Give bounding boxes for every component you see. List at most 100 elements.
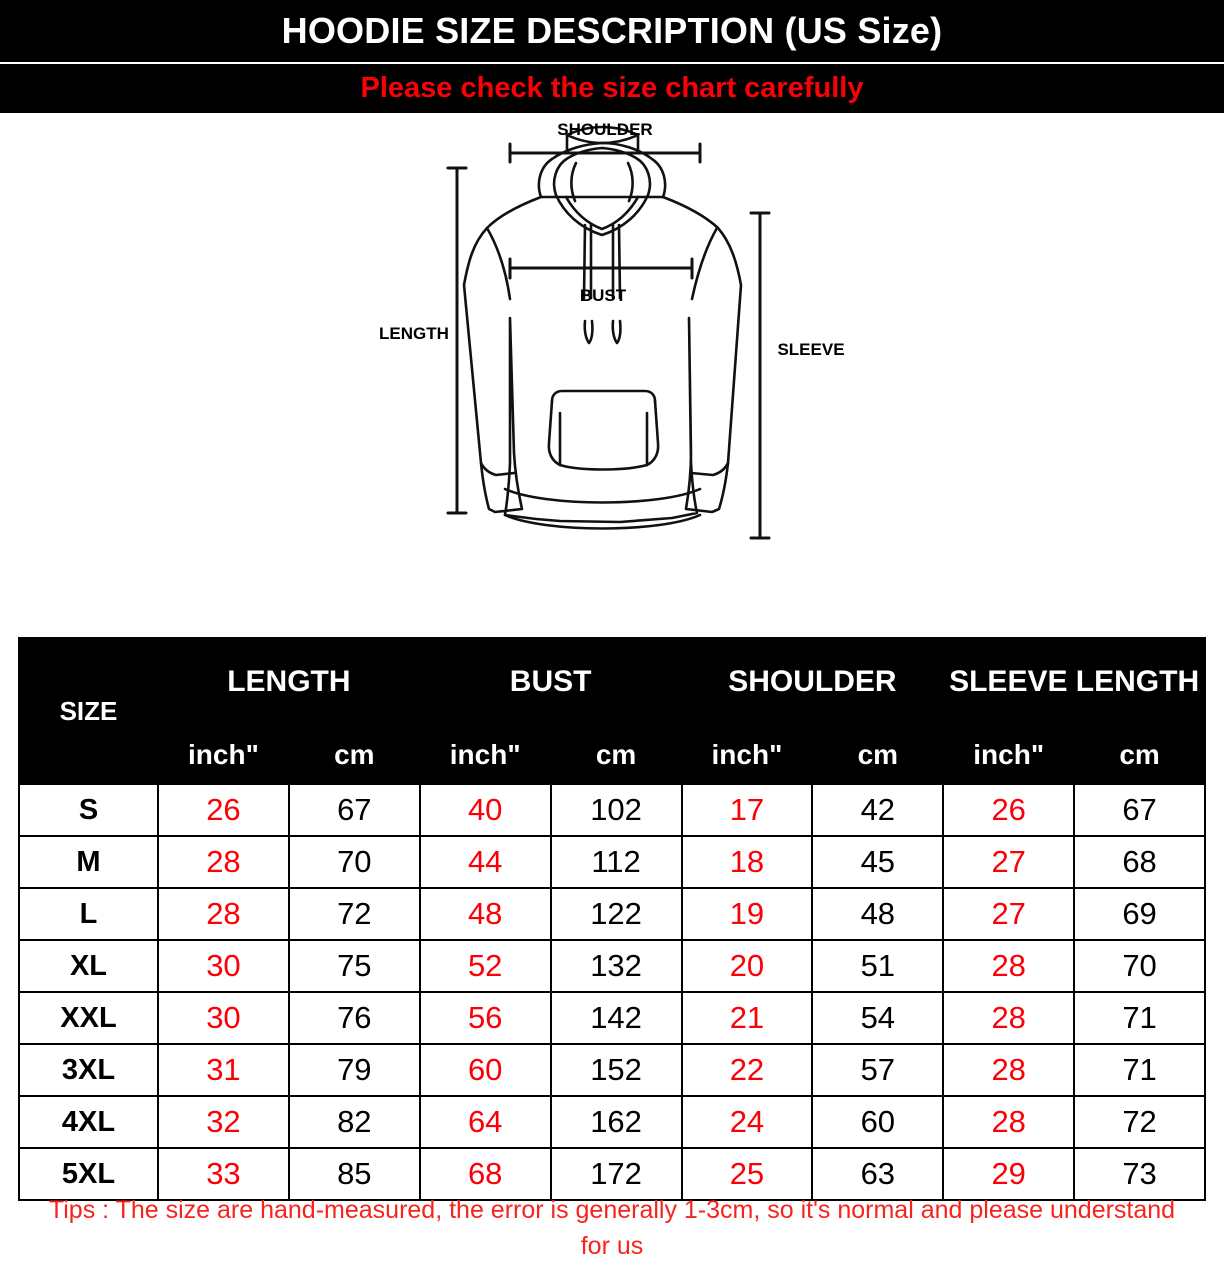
page-title: HOODIE SIZE DESCRIPTION (US Size) [281, 10, 943, 51]
cell-size: XXL [18, 991, 159, 1045]
table-row: 3XL 31 79 60 152 22 57 28 71 [18, 1043, 1206, 1097]
cell-cm-value: 63 [811, 1147, 945, 1201]
table-row: XXL 30 76 56 142 21 54 28 71 [18, 991, 1206, 1045]
cell-inch-value: 33 [157, 1147, 290, 1201]
header-row-groups: SIZE LENGTH BUST SHOULDER SLEEVE LENGTH [18, 637, 1206, 785]
table-row: 5XL 33 85 68 172 25 63 29 73 [18, 1147, 1206, 1201]
cell-size: L [18, 887, 159, 941]
cell-cm-value: 162 [549, 1095, 683, 1149]
cell-inch-value: 27 [942, 887, 1076, 941]
unit-header-sleeve-inch: inch" [942, 725, 1076, 785]
cell-cm-value: 73 [1073, 1147, 1206, 1201]
bust-measure-line [508, 257, 694, 280]
cell-inch-value: 31 [157, 1043, 290, 1097]
title-banner: HOODIE SIZE DESCRIPTION (US Size) [0, 0, 1224, 62]
cell-cm-value: 69 [1073, 887, 1206, 941]
cell-inch-value: 52 [418, 939, 552, 993]
column-header-size: SIZE [18, 637, 159, 785]
shoulder-measure-line [508, 142, 702, 164]
cell-cm-value: 71 [1073, 1043, 1206, 1097]
cell-inch-value: 24 [680, 1095, 814, 1149]
cell-cm-value: 54 [811, 991, 945, 1045]
cell-inch-value: 26 [157, 783, 290, 837]
cell-cm-value: 68 [1073, 835, 1206, 889]
sleeve-measure-line [749, 211, 771, 540]
label-shoulder: SHOULDER [557, 120, 652, 139]
cell-cm-value: 72 [287, 887, 421, 941]
cell-size: S [18, 783, 159, 837]
column-header-bust: BUST [418, 637, 683, 727]
cell-cm-value: 70 [287, 835, 421, 889]
cell-cm-value: 112 [549, 835, 683, 889]
cell-cm-value: 70 [1073, 939, 1206, 993]
header-row-units: inch" cm inch" cm inch" cm inch" cm [19, 725, 1206, 785]
unit-header-bust-cm: cm [549, 725, 683, 785]
cell-cm-value: 67 [1073, 783, 1206, 837]
cell-inch-value: 28 [942, 939, 1076, 993]
cell-cm-value: 57 [811, 1043, 945, 1097]
unit-header-shoulder-cm: cm [811, 725, 945, 785]
table-head: SIZE LENGTH BUST SHOULDER SLEEVE LENGTH … [18, 637, 1206, 785]
cell-cm-value: 60 [811, 1095, 945, 1149]
cell-inch-value: 25 [680, 1147, 814, 1201]
table-body: S 26 67 40 102 17 42 26 67 M 28 70 44 112 18 45 27 68 L 28 7… [18, 783, 1206, 1201]
cell-cm-value: 102 [549, 783, 683, 837]
cell-cm-value: 85 [287, 1147, 421, 1201]
cell-cm-value: 152 [549, 1043, 683, 1097]
kangaroo-pocket [547, 389, 660, 471]
label-sleeve: SLEEVE [777, 340, 844, 359]
length-measure-line [446, 166, 468, 515]
cell-inch-value: 64 [418, 1095, 552, 1149]
cell-cm-value: 76 [287, 991, 421, 1045]
cell-cm-value: 75 [287, 939, 421, 993]
subtitle-text: Please check the size chart carefully [360, 72, 864, 104]
table-row: L 28 72 48 122 19 48 27 69 [18, 887, 1206, 941]
cell-inch-value: 44 [418, 835, 552, 889]
cell-inch-value: 26 [942, 783, 1076, 837]
cell-inch-value: 32 [157, 1095, 290, 1149]
unit-header-shoulder-inch: inch" [680, 725, 814, 785]
unit-header-length-cm: cm [287, 725, 421, 785]
cell-cm-value: 122 [549, 887, 683, 941]
cell-inch-value: 28 [942, 991, 1076, 1045]
cell-inch-value: 19 [680, 887, 814, 941]
size-chart-table: SIZE LENGTH BUST SHOULDER SLEEVE LENGTH … [18, 637, 1206, 1201]
cell-size: 4XL [18, 1095, 159, 1149]
cell-cm-value: 67 [287, 783, 421, 837]
cell-inch-value: 18 [680, 835, 814, 889]
table-row: XL 30 75 52 132 20 51 28 70 [18, 939, 1206, 993]
cell-cm-value: 42 [811, 783, 945, 837]
table-row: 4XL 32 82 64 162 24 60 28 72 [18, 1095, 1206, 1149]
cell-inch-value: 28 [942, 1043, 1076, 1097]
cell-size: M [18, 835, 159, 889]
cell-inch-value: 29 [942, 1147, 1076, 1201]
cell-inch-value: 17 [680, 783, 814, 837]
hoodie-diagram: SHOULDER LENGTH BUST SLEEVE Made by Poly… [0, 113, 1224, 720]
cell-cm-value: 172 [549, 1147, 683, 1201]
cell-inch-value: 60 [418, 1043, 552, 1097]
cell-size: 3XL [18, 1043, 159, 1097]
subtitle-banner: Please check the size chart carefully [0, 62, 1224, 113]
cell-cm-value: 82 [287, 1095, 421, 1149]
table-row: M 28 70 44 112 18 45 27 68 [18, 835, 1206, 889]
column-header-length: LENGTH [157, 637, 421, 727]
cell-cm-value: 48 [811, 887, 945, 941]
cell-size: 5XL [18, 1147, 159, 1201]
cell-cm-value: 71 [1073, 991, 1206, 1045]
cell-inch-value: 20 [680, 939, 814, 993]
cell-inch-value: 28 [942, 1095, 1076, 1149]
cell-cm-value: 79 [287, 1043, 421, 1097]
cell-inch-value: 22 [680, 1043, 814, 1097]
cell-inch-value: 68 [418, 1147, 552, 1201]
cell-inch-value: 30 [157, 991, 290, 1045]
drawstrings [582, 223, 622, 345]
cell-inch-value: 56 [418, 991, 552, 1045]
cell-cm-value: 45 [811, 835, 945, 889]
cell-inch-value: 30 [157, 939, 290, 993]
tips-note: Tips : The size are hand-measured, the e… [48, 1196, 1176, 1261]
cell-cm-value: 72 [1073, 1095, 1206, 1149]
cell-cm-value: 142 [549, 991, 683, 1045]
cell-inch-value: 27 [942, 835, 1076, 889]
size-chart-table-container: SIZE LENGTH BUST SHOULDER SLEEVE LENGTH … [18, 637, 1206, 1201]
label-bust: BUST [580, 286, 627, 305]
